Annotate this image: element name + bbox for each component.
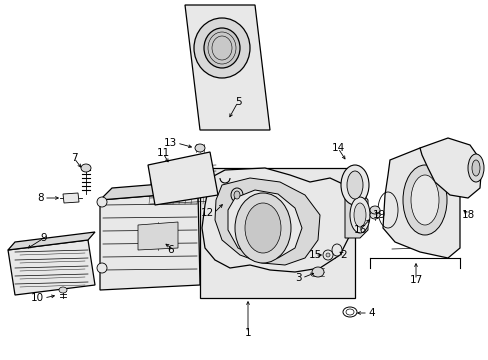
Ellipse shape — [234, 191, 240, 199]
Ellipse shape — [467, 154, 483, 182]
Text: 1: 1 — [244, 328, 251, 338]
Text: 3: 3 — [295, 273, 302, 283]
Text: 15: 15 — [308, 250, 321, 260]
Ellipse shape — [311, 267, 324, 277]
Polygon shape — [100, 180, 209, 200]
Text: 12: 12 — [201, 208, 214, 218]
Ellipse shape — [195, 144, 204, 152]
Text: 11: 11 — [156, 148, 169, 158]
Ellipse shape — [203, 28, 240, 68]
Text: 18: 18 — [461, 210, 474, 220]
Polygon shape — [8, 240, 95, 295]
Polygon shape — [200, 168, 354, 298]
Ellipse shape — [471, 160, 479, 176]
Ellipse shape — [331, 244, 341, 256]
Polygon shape — [184, 5, 269, 130]
Ellipse shape — [369, 206, 379, 214]
Ellipse shape — [340, 165, 368, 205]
Ellipse shape — [81, 164, 91, 172]
Polygon shape — [63, 193, 79, 203]
Ellipse shape — [194, 18, 249, 78]
Ellipse shape — [230, 188, 243, 202]
Ellipse shape — [369, 211, 379, 219]
Ellipse shape — [410, 175, 438, 225]
Text: 6: 6 — [167, 245, 174, 255]
Ellipse shape — [97, 263, 107, 273]
Polygon shape — [100, 192, 200, 290]
Text: 8: 8 — [37, 193, 44, 203]
Ellipse shape — [323, 250, 332, 260]
Text: 19: 19 — [372, 210, 385, 220]
Ellipse shape — [346, 171, 362, 199]
Polygon shape — [382, 148, 459, 258]
Ellipse shape — [97, 197, 107, 207]
Text: 7: 7 — [71, 153, 77, 163]
Ellipse shape — [325, 253, 329, 257]
Polygon shape — [345, 190, 367, 238]
Text: 10: 10 — [31, 293, 44, 303]
Ellipse shape — [244, 203, 281, 253]
Polygon shape — [215, 178, 319, 265]
Text: 9: 9 — [41, 233, 47, 243]
Text: 14: 14 — [331, 143, 344, 153]
Ellipse shape — [349, 197, 369, 233]
Polygon shape — [138, 222, 178, 250]
Text: 2: 2 — [340, 250, 346, 260]
Ellipse shape — [353, 203, 365, 227]
Text: 17: 17 — [408, 275, 422, 285]
Text: 5: 5 — [234, 97, 241, 107]
Text: 4: 4 — [367, 308, 374, 318]
Ellipse shape — [402, 165, 446, 235]
Ellipse shape — [59, 287, 67, 293]
Polygon shape — [202, 168, 349, 272]
Text: 16: 16 — [353, 225, 366, 235]
Polygon shape — [148, 152, 218, 205]
Ellipse shape — [235, 193, 290, 263]
Polygon shape — [8, 232, 95, 250]
Text: 13: 13 — [163, 138, 177, 148]
Polygon shape — [419, 138, 481, 198]
Polygon shape — [227, 190, 302, 258]
